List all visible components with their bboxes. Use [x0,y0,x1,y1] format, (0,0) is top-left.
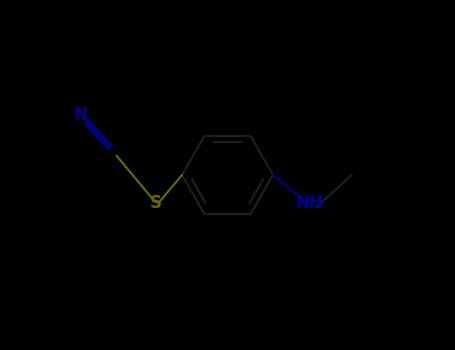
Text: NH: NH [296,194,324,212]
Text: N: N [74,106,87,125]
Text: S: S [150,194,162,212]
